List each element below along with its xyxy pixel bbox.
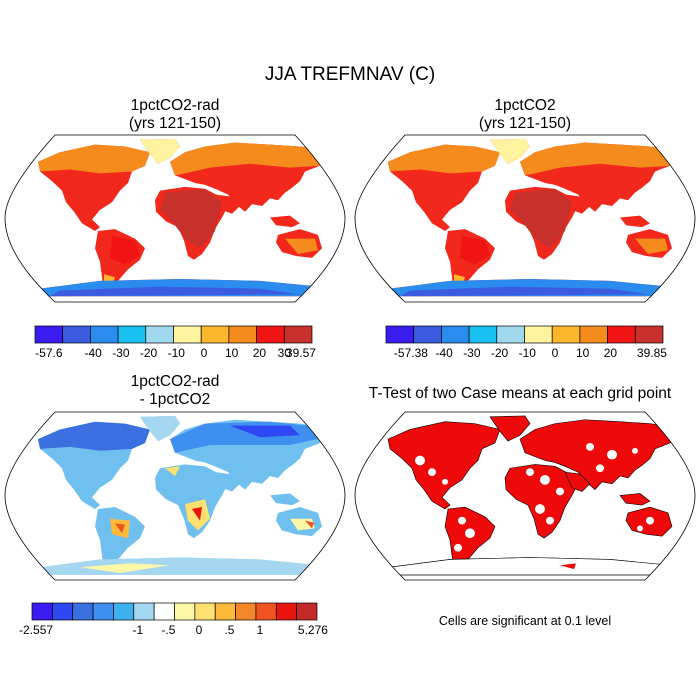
cb-base-tick-label: -20 <box>491 346 509 360</box>
panel-title-base-line1: 1pctCO2 <box>494 97 556 114</box>
cb-base-swatch-6 <box>551 325 581 344</box>
panel-title-diff-line1: 1pctCO2-rad <box>130 373 220 390</box>
cb-diff-tick-label: -1 <box>133 623 144 637</box>
cb-diff-swatch-12 <box>275 602 297 621</box>
cb-diff-tick-label: 5.276 <box>298 623 328 637</box>
cb-rad-tick-label: 0 <box>201 346 208 360</box>
map-panel-ttest <box>354 411 696 581</box>
cb-rad-swatch-8 <box>256 325 285 344</box>
cb-rad-tick-label: -40 <box>84 346 102 360</box>
cb-diff-swatch-3 <box>92 602 114 621</box>
panel-title-ttest: T-Test of two Case means at each grid po… <box>368 385 672 402</box>
panel-title-rad-line1: 1pctCO2-rad <box>130 97 220 114</box>
cb-rad-swatch-3 <box>117 325 147 344</box>
panel-title-base-line2: (yrs 121-150) <box>478 115 572 132</box>
cb-rad-swatch-0 <box>34 325 64 344</box>
cb-diff-swatch-10 <box>235 602 257 621</box>
cb-base-tick-label: -10 <box>519 346 537 360</box>
cb-base-swatch-5 <box>524 325 553 344</box>
cb-diff-swatch-4 <box>113 602 135 621</box>
cb-rad-tick-label: -20 <box>140 346 158 360</box>
cb-rad-tick-label: 30 <box>278 346 292 360</box>
cb-base-tick-label: 39.85 <box>637 346 667 360</box>
cb-diff-colorbar: -2.557 -1 -.5 0 .5 1 5.276 <box>19 602 328 637</box>
cb-base-tick-label: -57.38 <box>394 346 428 360</box>
cb-diff-swatch-11 <box>255 602 277 621</box>
cb-diff-swatch-1 <box>52 602 74 621</box>
cb-diff-swatch-2 <box>72 602 94 621</box>
cb-rad-tick-label: -10 <box>168 346 186 360</box>
cb-rad-tick-label: 20 <box>253 346 267 360</box>
cb-rad-swatch-6 <box>200 325 230 344</box>
cb-base-swatch-7 <box>579 325 608 344</box>
cb-base-tick-label: 10 <box>576 346 590 360</box>
cb-base-swatch-8 <box>607 325 636 344</box>
cb-diff-tick-label: 1 <box>257 623 264 637</box>
cb-rad-swatch-7 <box>228 325 257 344</box>
cb-rad-swatch-4 <box>145 325 174 344</box>
panel-title-diff: 1pctCO2-rad - 1pctCO2 <box>75 373 275 409</box>
cb-base-tick-label: 0 <box>552 346 559 360</box>
cb-base-tick-label: -30 <box>463 346 481 360</box>
cb-diff-swatch-13 <box>296 602 318 621</box>
cb-diff-swatch-7 <box>174 602 196 621</box>
cb-rad-swatch-2 <box>90 325 119 344</box>
cb-diff-swatch-6 <box>153 602 175 621</box>
cb-rad-tick-label: 39.57 <box>286 346 316 360</box>
cb-base-tick-label: 20 <box>604 346 618 360</box>
map-panel-base <box>354 134 696 303</box>
figure-title: JJA TREFMNAV (C) <box>264 64 436 85</box>
cb-base-swatch-0 <box>385 325 415 344</box>
cb-rad-tick-label: -57.6 <box>35 346 63 360</box>
cb-rad-swatch-1 <box>62 325 91 344</box>
cb-base-colorbar: -57.38 -40 -30 -20 -10 0 10 20 39.85 <box>385 325 667 360</box>
cb-diff-tick-label: -.5 <box>161 623 175 637</box>
panel-title-base: 1pctCO2 (yrs 121-150) <box>425 97 625 133</box>
map-panel-diff <box>4 411 346 581</box>
cb-base-swatch-4 <box>496 325 525 344</box>
cb-diff-tick-label: -2.557 <box>19 623 53 637</box>
significance-note: Cells are significant at 0.1 level <box>438 614 612 628</box>
panel-title-rad-line2: (yrs 121-150) <box>128 115 222 132</box>
map-panel-rad <box>4 134 346 303</box>
cb-base-swatch-1 <box>413 325 442 344</box>
cb-base-swatch-9 <box>634 325 664 344</box>
cb-diff-swatch-0 <box>31 602 53 621</box>
cb-diff-tick-label: 0 <box>196 623 203 637</box>
cb-diff-swatch-5 <box>133 602 155 621</box>
cb-diff-swatch-9 <box>214 602 236 621</box>
cb-rad-swatch-9 <box>283 325 313 344</box>
cb-base-swatch-2 <box>441 325 470 344</box>
panel-title-rad: 1pctCO2-rad (yrs 121-150) <box>75 97 275 133</box>
cb-rad-tick-label: 10 <box>225 346 239 360</box>
cb-diff-tick-label: .5 <box>224 623 234 637</box>
panel-title-diff-line2: - 1pctCO2 <box>139 391 211 408</box>
cb-rad-tick-label: -30 <box>112 346 130 360</box>
cb-base-swatch-3 <box>468 325 498 344</box>
cb-base-tick-label: -40 <box>435 346 453 360</box>
cb-rad-swatch-5 <box>173 325 202 344</box>
cb-diff-swatch-8 <box>194 602 216 621</box>
